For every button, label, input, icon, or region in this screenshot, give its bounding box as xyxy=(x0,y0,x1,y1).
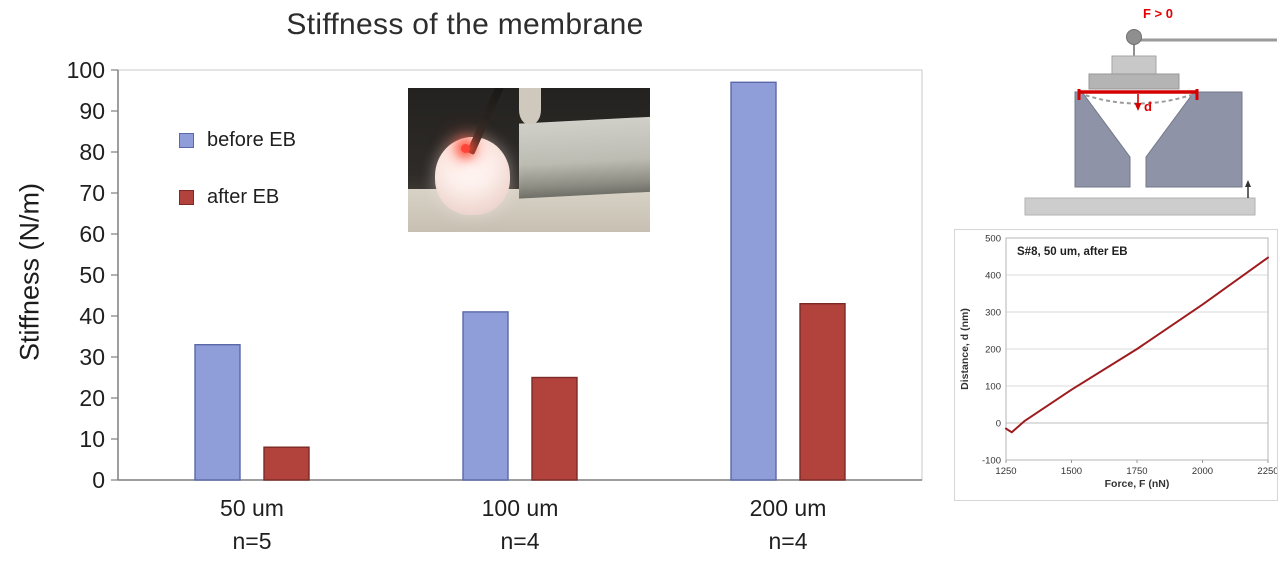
n-count-label: n=4 xyxy=(500,528,539,554)
legend-item-before-eb: before EB xyxy=(179,129,296,152)
y-tick-label: 30 xyxy=(79,344,105,370)
photo-inset xyxy=(408,88,650,232)
y-tick-label: 400 xyxy=(985,271,1001,282)
y-tick-label: 90 xyxy=(79,98,105,124)
bar-before-eb xyxy=(462,311,509,481)
photo-probe-holder xyxy=(519,88,542,124)
y-tick-label: 50 xyxy=(79,262,105,288)
photo-laser-dot xyxy=(461,144,471,154)
y-tick-label: 300 xyxy=(985,308,1001,319)
y-tick-label: 0 xyxy=(92,467,105,493)
x-category-label: 200 um xyxy=(750,495,827,521)
bar-plot-area: 0 10 20 30 40 50 60 70 80 90 100 50 um n=5 100 um n=4 2… xyxy=(67,57,923,554)
chart-annotation: S#8, 50 um, after EB xyxy=(1017,246,1128,258)
bar-after-eb xyxy=(263,446,310,481)
n-count-label: n=5 xyxy=(232,528,271,554)
y-tick-label: 70 xyxy=(79,180,105,206)
legend-item-after-eb: after EB xyxy=(179,186,296,209)
legend: before EB after EB xyxy=(179,129,296,243)
legend-swatch-before-eb xyxy=(179,133,194,148)
support-block-left xyxy=(1074,91,1131,188)
deflected-membrane-curve xyxy=(1078,92,1198,105)
line-y-axis-label: Distance, d (nm) xyxy=(959,308,971,390)
line-x-axis-label: Force, F (nN) xyxy=(1104,478,1170,490)
x-category-label: 50 um xyxy=(220,495,284,521)
y-tick-label: 80 xyxy=(79,139,105,165)
y-tick-label: 500 xyxy=(985,234,1001,245)
y-tick-label: 0 xyxy=(996,419,1001,430)
x-tick-label: 1500 xyxy=(1061,466,1082,477)
legend-label-after-eb: after EB xyxy=(207,186,280,208)
legend-label-before-eb: before EB xyxy=(207,129,296,151)
deflection-arrowhead-icon xyxy=(1134,103,1142,111)
device-diagram: F > 0 d xyxy=(1024,6,1277,216)
x-tick-label: 1750 xyxy=(1126,466,1147,477)
tip-plate xyxy=(1088,73,1180,90)
stiffness-bar-chart: Stiffness of the membrane Stiffness (N/m… xyxy=(15,8,923,554)
n-count-label: n=4 xyxy=(768,528,807,554)
y-tick-label: 10 xyxy=(79,426,105,452)
base-plate xyxy=(1024,197,1256,216)
support-block-right xyxy=(1145,91,1243,188)
deflection-label: d xyxy=(1144,99,1152,114)
right-panel: F > 0 d 500 400 300 200 100 0 -100 1250 1500 1750… xyxy=(940,0,1280,561)
bar-after-eb xyxy=(799,303,846,481)
tip-block xyxy=(1111,55,1157,75)
y-tick-label: 60 xyxy=(79,221,105,247)
force-distance-chart: 500 400 300 200 100 0 -100 1250 1500 1750 2000 2250… xyxy=(954,229,1278,501)
chart-title: Stiffness of the membrane xyxy=(286,8,644,41)
bar-before-eb xyxy=(730,81,777,481)
photo-chip-block xyxy=(519,115,650,199)
y-tick-label: 200 xyxy=(985,345,1001,356)
x-tick-label: 2250 xyxy=(1257,466,1277,477)
x-category-label: 100 um xyxy=(482,495,559,521)
y-tick-label: 100 xyxy=(67,57,105,83)
legend-swatch-after-eb xyxy=(179,190,194,205)
probe-ball xyxy=(1126,29,1142,45)
y-tick-label: 40 xyxy=(79,303,105,329)
bar-before-eb xyxy=(194,344,241,481)
y-tick-label: 100 xyxy=(985,382,1001,393)
x-tick-label: 2000 xyxy=(1192,466,1213,477)
data-line xyxy=(1005,256,1269,434)
right-arrowhead-icon xyxy=(1245,180,1251,187)
bar-after-eb xyxy=(531,376,578,481)
x-tick-label: 1250 xyxy=(995,466,1016,477)
y-tick-label: 20 xyxy=(79,385,105,411)
y-tick-label: -100 xyxy=(982,456,1001,467)
force-label: F > 0 xyxy=(1143,6,1173,21)
